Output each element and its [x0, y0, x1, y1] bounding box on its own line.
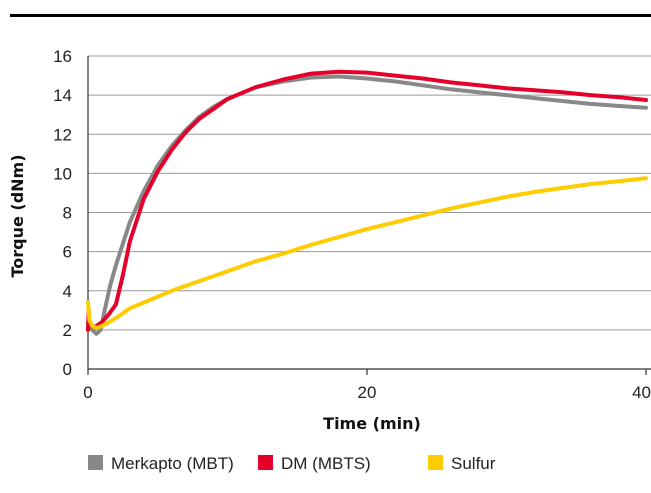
- y-tick-label-0: 0: [63, 360, 72, 379]
- x-axis-title: Time (min): [323, 414, 421, 433]
- y-tick-label-12: 12: [53, 125, 72, 144]
- legend-label-sulfur: Sulfur: [451, 454, 496, 473]
- y-axis-ticks: 0 2 4 6 8 10 12 14 16: [53, 47, 72, 379]
- x-axis-ticks: 0 20 40: [83, 369, 651, 402]
- y-tick-label-10: 10: [53, 164, 72, 183]
- series-line-dm-mbts: [86, 69, 648, 332]
- y-tick-label-14: 14: [53, 86, 72, 105]
- legend-label-dm-mbts: DM (MBTS): [281, 454, 371, 473]
- y-axis-title: Torque (dNm): [8, 154, 27, 277]
- legend-label-merkapto-mbt: Merkapto (MBT): [111, 454, 234, 473]
- x-tick-label-20: 20: [358, 383, 377, 402]
- series-line-sulfur: [86, 176, 648, 330]
- x-tick-label-0: 0: [83, 383, 92, 402]
- legend-swatch-dm-mbts: [258, 455, 273, 470]
- y-tick-label-16: 16: [53, 47, 72, 66]
- y-tick-label-2: 2: [63, 321, 72, 340]
- top-rule: [10, 14, 651, 17]
- y-tick-label-4: 4: [63, 282, 72, 301]
- series-line-merkapto-mbt: [86, 74, 648, 336]
- legend-swatch-sulfur: [428, 455, 443, 470]
- legend: Merkapto (MBT) DM (MBTS) Sulfur: [88, 454, 496, 473]
- legend-swatch-merkapto-mbt: [88, 455, 103, 470]
- x-tick-label-40: 40: [632, 383, 651, 402]
- series-lines: [86, 69, 648, 336]
- y-tick-label-6: 6: [63, 243, 72, 262]
- y-tick-label-8: 8: [63, 204, 72, 223]
